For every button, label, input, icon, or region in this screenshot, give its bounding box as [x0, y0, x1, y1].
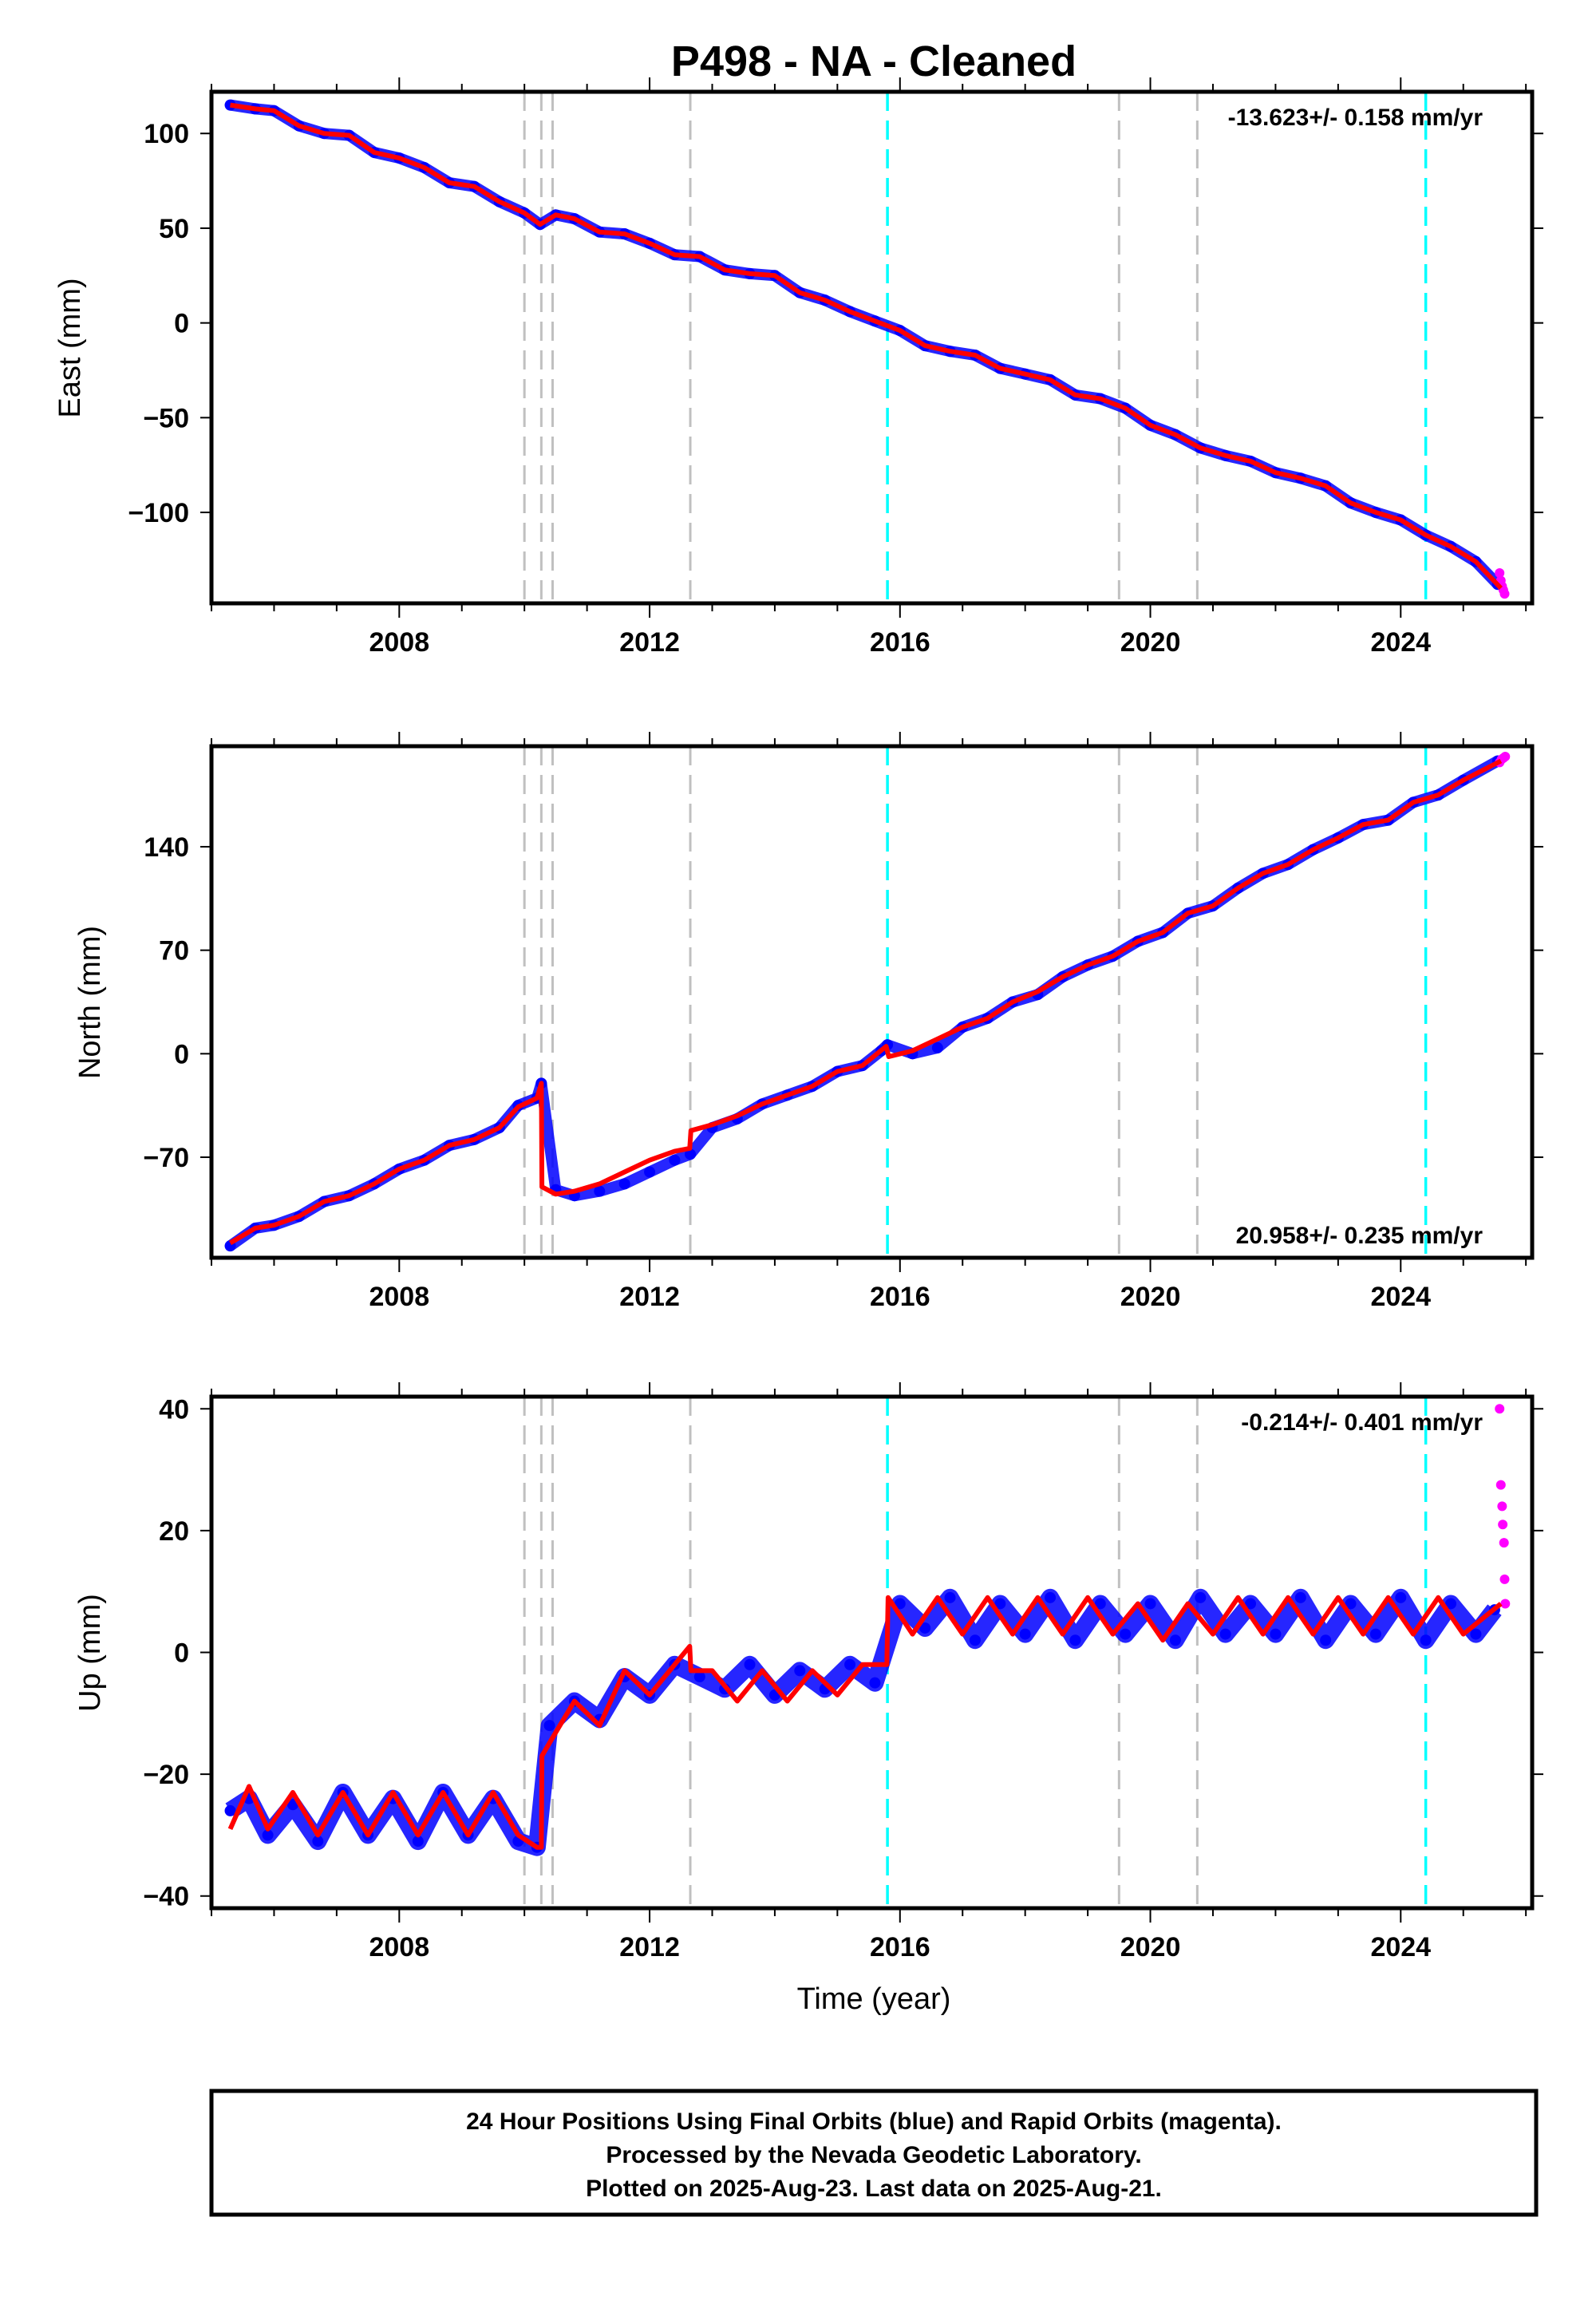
- north-y-tick-label: 0: [174, 1039, 189, 1069]
- up-x-tick-label: 2008: [369, 1932, 429, 1962]
- east-x-tick-label: 2020: [1120, 627, 1181, 658]
- east-panel: −100 −50 0 50 100 2008 2012 2016 2020 2024 East (…: [53, 77, 1543, 658]
- up-y-tick-label: 20: [159, 1516, 189, 1547]
- east-final-band: [229, 99, 1502, 589]
- east-rate-label: -13.623+/- 0.158 mm/yr: [1228, 105, 1483, 131]
- east-series-final: [224, 99, 1503, 591]
- north-model-fit-line: [228, 758, 1503, 1246]
- north-y-tick-label: 140: [144, 832, 189, 863]
- east-y-tick-label: −50: [143, 403, 189, 433]
- up-plot-layer: −40 −20 0 20 40 2008 2012 2016 2020 2024: [143, 1382, 1543, 1962]
- east-x-tick-label: 2016: [870, 627, 930, 658]
- east-y-tick-label: 50: [159, 214, 189, 244]
- caption-box: 24 Hour Positions Using Final Orbits (bl…: [209, 2089, 1539, 2217]
- up-data-point: [1497, 1501, 1507, 1512]
- up-rate-label: -0.214+/- 0.401 mm/yr: [1241, 1409, 1483, 1436]
- north-x-tick-label: 2016: [870, 1282, 930, 1312]
- east-y-tick-label: 100: [144, 119, 189, 149]
- east-x-tick-label: 2024: [1370, 627, 1431, 658]
- north-axis-label: North (mm): [73, 926, 107, 1079]
- up-data-point: [1499, 1538, 1509, 1548]
- north-x-tick-label: 2024: [1370, 1282, 1431, 1312]
- east-plot-area: [224, 92, 1510, 603]
- up-model-fit-line: [227, 1595, 1503, 1850]
- up-data-point: [1495, 1404, 1505, 1414]
- north-x-tick-label: 2012: [619, 1282, 680, 1312]
- north-rate-label: 20.958+/- 0.235 mm/yr: [1236, 1223, 1483, 1249]
- up-y-tick-label: 0: [174, 1638, 189, 1669]
- up-final-band: [225, 1588, 1502, 1856]
- east-y-tick-label: 0: [174, 309, 189, 339]
- east-axis-label: East (mm): [53, 278, 87, 417]
- up-data-point: [1499, 1574, 1510, 1584]
- north-y-tick-label: 70: [159, 936, 189, 966]
- east-plot-frame: [209, 89, 1535, 606]
- up-data-point: [1495, 1480, 1506, 1490]
- north-series-final: [224, 755, 1503, 1252]
- caption-line-3: Plotted on 2025-Aug-23. Last data on 202…: [586, 2176, 1162, 2202]
- north-x-tick-label: 2020: [1120, 1282, 1181, 1312]
- north-x-tick-label: 2008: [369, 1282, 429, 1312]
- east-y-tick-label: −100: [128, 498, 189, 528]
- east-x-tick-label: 2008: [369, 627, 429, 658]
- east-plot-layer: −100 −50 0 50 100 2008 2012 2016 2020 2024: [128, 77, 1543, 658]
- up-x-tick-label: 2012: [619, 1932, 680, 1962]
- up-series-rapid: [1495, 1404, 1511, 1609]
- up-y-tick-label: −40: [143, 1882, 189, 1912]
- east-data-point: [1499, 589, 1510, 599]
- east-data-point: [1495, 568, 1505, 579]
- up-x-tick-label: 2020: [1120, 1932, 1181, 1962]
- east-x-tick-label: 2012: [619, 627, 680, 658]
- up-axis-label: Up (mm): [73, 1594, 107, 1712]
- caption-line-1: 24 Hour Positions Using Final Orbits (bl…: [466, 2109, 1282, 2135]
- up-x-tick-label: 2024: [1370, 1932, 1431, 1962]
- x-axis-label: Time (year): [797, 1982, 951, 2016]
- north-y-tick-label: −70: [143, 1143, 189, 1173]
- up-data-point: [1498, 1520, 1508, 1530]
- chart-title: P498 - NA - Cleaned: [671, 38, 1077, 85]
- north-plot-area: [224, 746, 1511, 1258]
- north-panel: −70 0 70 140 2008 2012 2016 2020 2024 North (mm)…: [73, 732, 1543, 1312]
- up-y-tick-label: −20: [143, 1760, 189, 1790]
- up-data-point: [1500, 1599, 1511, 1609]
- up-plot-frame: [209, 1394, 1535, 1911]
- north-data-point: [1500, 751, 1511, 761]
- north-final-band: [227, 756, 1501, 1251]
- up-y-tick-label: 40: [159, 1394, 189, 1425]
- east-model-fit-line: [230, 102, 1503, 591]
- caption-line-2: Processed by the Nevada Geodetic Laborat…: [606, 2142, 1141, 2168]
- up-plot-area: [224, 1397, 1511, 1908]
- up-x-tick-label: 2016: [870, 1932, 930, 1962]
- north-plot-frame: [209, 744, 1535, 1260]
